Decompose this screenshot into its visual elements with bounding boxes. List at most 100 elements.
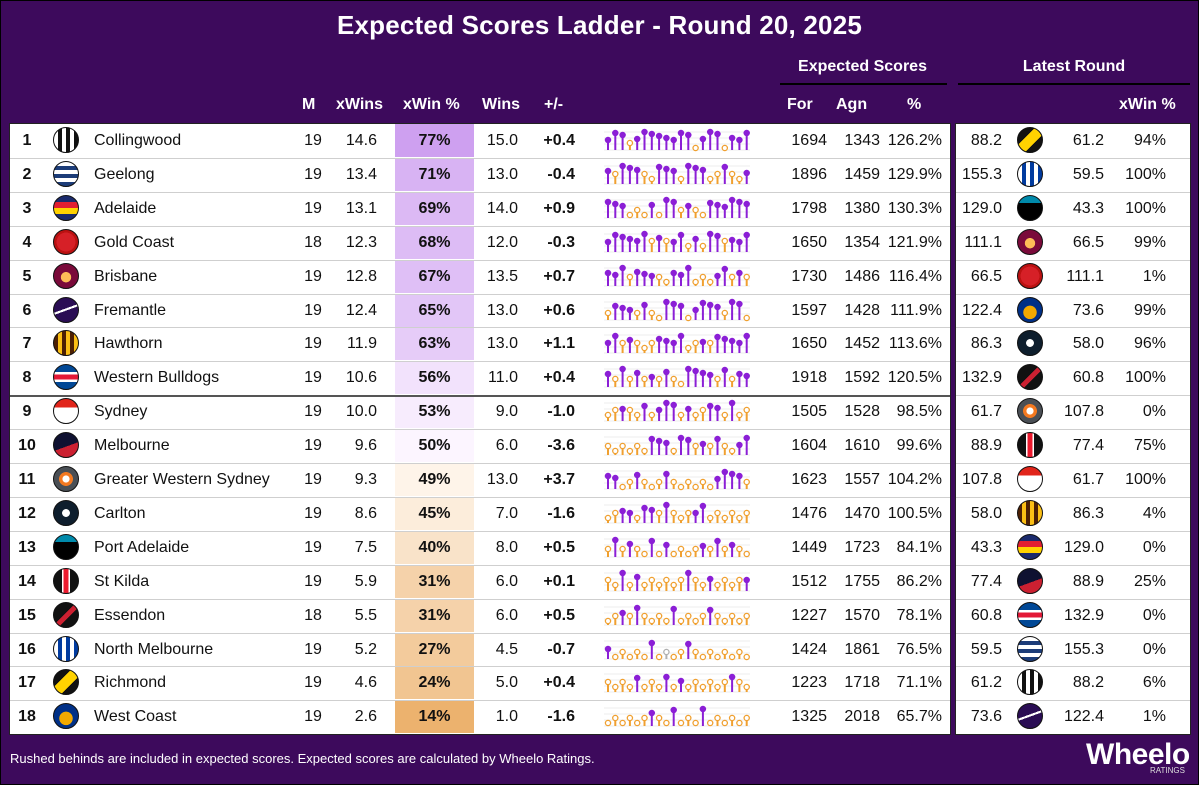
form-point [677, 617, 685, 625]
xwins-cell: 13.1 [345, 200, 377, 217]
xwins-cell: 5.9 [354, 573, 377, 590]
latest-row: 66.5 111.1 1% [956, 260, 1190, 293]
form-point [721, 678, 729, 686]
form-point [655, 163, 663, 171]
form-sparkline [604, 399, 750, 422]
melbourne-logo-icon [53, 432, 79, 458]
form-point [743, 714, 750, 722]
xwinpct-cell: 27% [395, 633, 474, 666]
latest-for-cell: 107.8 [961, 471, 1002, 488]
form-point [663, 501, 670, 509]
gws-logo-icon [53, 466, 79, 492]
form-point [706, 301, 714, 309]
latest-xwin-cell: 75% [1133, 437, 1166, 454]
form-point [714, 303, 721, 311]
agn-cell: 1557 [844, 471, 880, 488]
form-point [648, 373, 656, 381]
form-point [743, 683, 750, 691]
xwins-cell: 2.6 [354, 708, 377, 725]
agn-cell: 1592 [844, 369, 880, 386]
diff-cell: +0.7 [543, 268, 575, 285]
gws-logo-icon [1017, 398, 1043, 424]
team-name-cell: Essendon [94, 607, 166, 624]
form-point [736, 514, 743, 522]
form-point [692, 306, 699, 314]
form-point [699, 166, 707, 174]
form-point [612, 447, 619, 455]
team-name-cell: Brisbane [94, 268, 158, 285]
matches-cell: 19 [304, 674, 322, 691]
form-point [641, 230, 648, 238]
form-point [633, 339, 641, 347]
form-point [714, 714, 721, 722]
row-divider [10, 327, 950, 328]
row-divider [10, 429, 950, 430]
row-divider [10, 531, 950, 532]
form-point [626, 164, 634, 172]
latest-for-cell: 122.4 [961, 302, 1002, 319]
form-point [721, 411, 729, 419]
diff-cell: +0.5 [543, 607, 575, 624]
form-point [663, 337, 670, 345]
for-cell: 1650 [791, 234, 827, 251]
form-point [721, 719, 729, 727]
form-sparkline [604, 536, 750, 558]
port-adelaide-logo-icon [53, 534, 79, 560]
form-point [721, 648, 729, 656]
xwins-cell: 5.2 [354, 641, 377, 658]
wins-cell: 13.0 [486, 471, 518, 488]
latest-xwin-cell: 96% [1133, 335, 1166, 352]
form-point [736, 198, 743, 206]
form-point [663, 237, 670, 245]
form-point [604, 339, 612, 347]
latest-row: 132.9 60.8 100% [956, 361, 1190, 394]
matches-cell: 19 [304, 505, 322, 522]
rank-cell: 10 [18, 437, 36, 454]
pct-cell: 86.2% [896, 573, 942, 590]
form-point [626, 653, 634, 661]
diff-cell: +3.7 [543, 471, 575, 488]
form-point [743, 169, 750, 177]
rank-cell: 17 [18, 674, 36, 691]
form-point [692, 719, 699, 727]
geelong-logo-icon [1017, 636, 1043, 662]
pct-cell: 65.7% [896, 708, 942, 725]
form-point [685, 550, 692, 558]
form-point [685, 478, 692, 486]
agn-cell: 1354 [844, 234, 880, 251]
latest-row: 43.3 129.0 0% [956, 531, 1190, 564]
table-row: 16 North Melbourne 19 5.2 27% 4.5 -0.7 1424 1861… [10, 633, 950, 666]
form-point [663, 196, 670, 204]
latest-round-table: 88.2 61.2 94% 155.3 59.5 100% 129.0 43.3 100% 111… [955, 123, 1191, 735]
form-point [626, 406, 634, 414]
form-point [604, 370, 612, 378]
form-point [655, 653, 663, 661]
latest-for-cell: 61.7 [970, 403, 1002, 420]
latest-xwin-cell: 99% [1133, 302, 1166, 319]
team-name-cell: West Coast [94, 708, 177, 725]
form-point [612, 683, 619, 691]
form-point [743, 612, 750, 620]
latest-for-cell: 60.8 [970, 607, 1002, 624]
wins-cell: 13.5 [486, 268, 518, 285]
row-divider [10, 192, 950, 193]
form-point [706, 719, 714, 727]
latest-for-cell: 43.3 [970, 539, 1002, 556]
form-point [699, 502, 707, 510]
ladder-table: 1 Collingwood 19 14.6 77% 15.0 +0.4 1694 1343 126… [9, 123, 951, 735]
latest-for-cell: 66.5 [970, 268, 1002, 285]
form-point [655, 550, 663, 558]
latest-for-cell: 59.5 [970, 641, 1002, 658]
table-row: 7 Hawthorn 19 11.9 63% 13.0 +1.1 1650 1452 113.6% [10, 327, 950, 360]
form-point [648, 130, 656, 138]
form-point [699, 440, 707, 448]
latest-round-divider [958, 83, 1190, 85]
form-point [648, 272, 656, 280]
form-point [685, 683, 692, 691]
form-point [612, 653, 619, 661]
latest-for-cell: 155.3 [961, 166, 1002, 183]
form-point [655, 234, 663, 242]
form-point [692, 509, 699, 517]
form-point [743, 273, 750, 281]
pct-cell: 100.5% [887, 505, 942, 522]
